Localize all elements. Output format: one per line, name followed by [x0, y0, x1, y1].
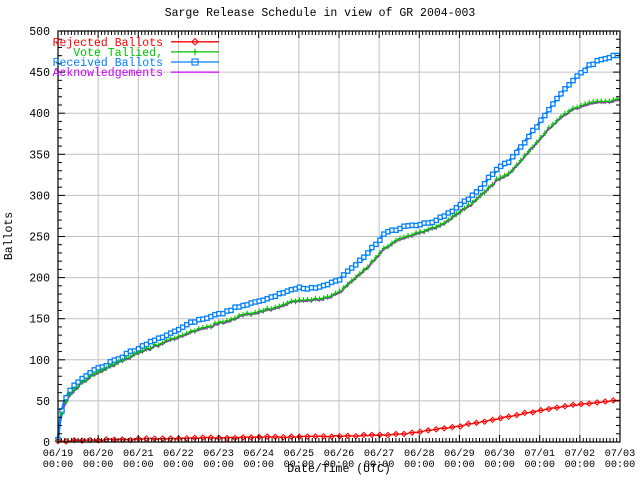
svg-text:00:00: 00:00 — [444, 460, 475, 471]
svg-text:00:00: 00:00 — [404, 460, 435, 471]
svg-text:00:00: 00:00 — [484, 460, 515, 471]
svg-text:100: 100 — [29, 355, 50, 368]
svg-text:00:00: 00:00 — [524, 460, 555, 471]
svg-text:06/22: 06/22 — [163, 448, 194, 460]
svg-text:250: 250 — [29, 232, 50, 245]
svg-text:Date/Time (UTC): Date/Time (UTC) — [287, 463, 391, 476]
svg-text:06/23: 06/23 — [203, 448, 234, 460]
svg-text:06/19: 06/19 — [43, 448, 74, 460]
svg-text:06/30: 06/30 — [484, 448, 515, 460]
svg-text:06/25: 06/25 — [284, 448, 315, 460]
svg-text:Ballots: Ballots — [3, 212, 16, 260]
svg-text:350: 350 — [29, 149, 50, 162]
svg-text:07/01: 07/01 — [524, 448, 555, 460]
svg-text:200: 200 — [29, 273, 50, 286]
svg-text:Acknowledgements: Acknowledgements — [53, 67, 163, 80]
svg-text:00:00: 00:00 — [123, 460, 154, 471]
svg-text:00:00: 00:00 — [565, 460, 596, 471]
svg-text:06/24: 06/24 — [243, 448, 274, 460]
svg-text:500: 500 — [29, 26, 50, 39]
svg-text:00:00: 00:00 — [43, 460, 74, 471]
svg-text:07/03: 07/03 — [605, 448, 636, 460]
svg-text:06/27: 06/27 — [364, 448, 395, 460]
svg-text:Sarge Release Schedule in view: Sarge Release Schedule in view of GR 200… — [165, 7, 476, 20]
svg-text:150: 150 — [29, 314, 50, 327]
svg-text:06/20: 06/20 — [83, 448, 114, 460]
svg-text:06/21: 06/21 — [123, 448, 154, 460]
svg-text:06/29: 06/29 — [444, 448, 475, 460]
svg-text:06/26: 06/26 — [324, 448, 355, 460]
svg-text:450: 450 — [29, 67, 50, 80]
svg-text:400: 400 — [29, 108, 50, 121]
svg-text:07/02: 07/02 — [565, 448, 596, 460]
svg-text:00:00: 00:00 — [83, 460, 114, 471]
svg-text:50: 50 — [36, 396, 50, 409]
svg-text:06/28: 06/28 — [404, 448, 435, 460]
svg-text:00:00: 00:00 — [163, 460, 194, 471]
svg-text:300: 300 — [29, 190, 50, 203]
svg-text:00:00: 00:00 — [605, 460, 636, 471]
svg-text:00:00: 00:00 — [203, 460, 234, 471]
svg-text:00:00: 00:00 — [243, 460, 274, 471]
